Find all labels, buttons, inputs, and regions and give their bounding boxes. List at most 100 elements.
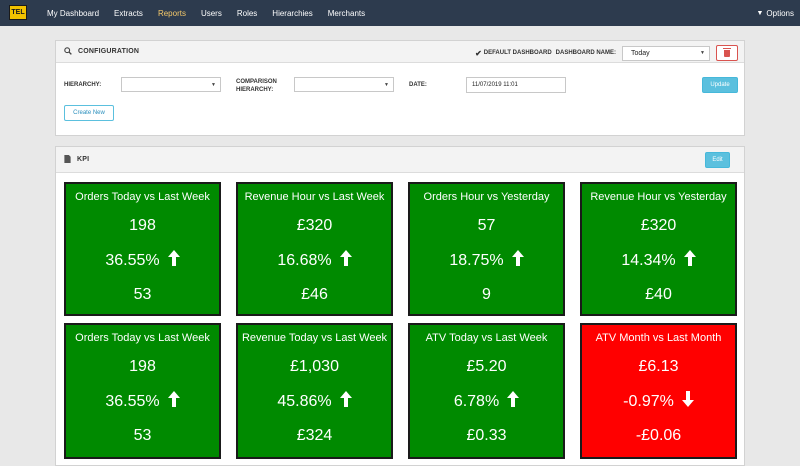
kpi-card-change: 18.75% — [410, 250, 563, 271]
dashboard-name-value: Today — [631, 49, 650, 57]
kpi-card-change: 16.68% — [238, 250, 391, 271]
options-label: Options — [766, 8, 794, 18]
kpi-card[interactable]: Orders Today vs Last Week 198 36.55% 53 — [64, 323, 221, 459]
kpi-card-change: 36.55% — [66, 250, 219, 271]
document-icon — [64, 154, 71, 165]
arrow-up-icon — [507, 391, 520, 412]
arrow-down-icon — [681, 391, 694, 412]
arrow-up-icon — [339, 250, 352, 271]
kpi-card-title: Revenue Hour vs Last Week — [244, 191, 385, 203]
app-logo[interactable]: TEL — [9, 5, 27, 20]
dashboard-controls: ✔ DEFAULT DASHBOARD DASHBOARD NAME: Toda… — [475, 45, 738, 61]
kpi-card-previous: -£0.06 — [635, 427, 682, 444]
kpi-card-change: 6.78% — [410, 391, 563, 412]
caret-down-icon: ▼ — [700, 50, 705, 56]
kpi-card-title: Revenue Today vs Last Week — [241, 332, 388, 344]
search-icon — [64, 46, 72, 57]
comparison-hierarchy-select[interactable]: ▼ — [294, 77, 394, 92]
kpi-card[interactable]: Orders Today vs Last Week 198 36.55% 53 — [64, 182, 221, 316]
nav-menu: My Dashboard Extracts Reports Users Role… — [47, 0, 380, 26]
top-navbar: TEL My Dashboard Extracts Reports Users … — [0, 0, 800, 26]
checkmark-icon: ✔ — [475, 48, 482, 58]
arrow-up-icon — [511, 250, 524, 271]
nav-item-my-dashboard[interactable]: My Dashboard — [47, 8, 100, 18]
kpi-card-change-value: 14.34% — [621, 251, 676, 269]
comparison-label-line2: HIERARCHY: — [236, 87, 274, 93]
kpi-card-change-value: 16.68% — [277, 251, 332, 269]
kpi-card-title: Orders Today vs Last Week — [75, 332, 210, 344]
nav-item-merchants[interactable]: Merchants — [327, 8, 366, 18]
update-button[interactable]: Update — [702, 77, 738, 93]
kpi-card[interactable]: Revenue Hour vs Yesterday £320 14.34% £4… — [580, 182, 737, 316]
kpi-card-previous: 9 — [482, 286, 491, 303]
delete-dashboard-button[interactable] — [716, 45, 738, 61]
chevron-down-icon: ▼ — [756, 9, 764, 17]
kpi-header: KPI — [56, 147, 744, 173]
kpi-card-title: Revenue Hour vs Yesterday — [590, 191, 727, 203]
kpi-card-title: Orders Hour vs Yesterday — [423, 191, 550, 203]
kpi-card-previous: £324 — [296, 427, 333, 444]
kpi-card[interactable]: Orders Hour vs Yesterday 57 18.75% 9 — [408, 182, 565, 316]
edit-kpi-button[interactable]: Edit — [705, 152, 730, 168]
nav-item-reports[interactable]: Reports — [157, 8, 186, 18]
kpi-card-change-value: 36.55% — [105, 392, 160, 410]
nav-item-users[interactable]: Users — [200, 8, 222, 18]
kpi-card-change: 36.55% — [66, 391, 219, 412]
kpi-card-change-value: 18.75% — [449, 251, 504, 269]
configuration-panel: CONFIGURATION ✔ DEFAULT DASHBOARD DASHBO… — [55, 40, 745, 136]
trash-icon — [723, 47, 731, 57]
nav-item-roles[interactable]: Roles — [236, 8, 258, 18]
caret-down-icon: ▼ — [384, 81, 389, 88]
dashboard-name-select[interactable]: Today ▼ — [622, 45, 710, 61]
kpi-title: KPI — [77, 156, 90, 163]
kpi-card-previous: 53 — [133, 427, 152, 444]
kpi-card-title: ATV Month vs Last Month — [595, 332, 722, 344]
hierarchy-select[interactable]: ▼ — [121, 77, 221, 92]
kpi-card[interactable]: Revenue Today vs Last Week £1,030 45.86%… — [236, 323, 393, 459]
kpi-card[interactable]: ATV Month vs Last Month £6.13 -0.97% -£0… — [580, 323, 737, 459]
kpi-card[interactable]: ATV Today vs Last Week £5.20 6.78% £0.33 — [408, 323, 565, 459]
comparison-label-line1: COMPARISON — [236, 79, 277, 85]
kpi-card-value: £6.13 — [638, 358, 679, 375]
kpi-card-title: ATV Today vs Last Week — [425, 332, 548, 344]
kpi-card-previous: £46 — [301, 286, 328, 303]
kpi-card-previous: £0.33 — [466, 427, 507, 444]
configuration-title: CONFIGURATION — [78, 48, 140, 55]
kpi-card-previous: £40 — [645, 286, 672, 303]
hierarchy-label: HIERARCHY: — [64, 82, 102, 88]
dashboard-name-label: DASHBOARD NAME: — [555, 50, 616, 56]
kpi-card-value: £320 — [640, 217, 677, 234]
default-dashboard-toggle[interactable]: ✔ DEFAULT DASHBOARD — [475, 49, 552, 58]
kpi-card-change: 14.34% — [582, 250, 735, 271]
create-new-button[interactable]: Create New — [64, 105, 114, 121]
caret-down-icon: ▼ — [211, 81, 216, 88]
kpi-card-value: 198 — [129, 217, 156, 234]
kpi-panel: KPI Edit Orders Today vs Last Week 198 3… — [55, 146, 745, 466]
arrow-up-icon — [167, 391, 180, 412]
kpi-card-change-value: 6.78% — [453, 392, 500, 410]
kpi-card-previous: 53 — [133, 286, 152, 303]
kpi-card-change: -0.97% — [582, 391, 735, 412]
options-menu[interactable]: ▼ Options — [756, 0, 794, 26]
kpi-card-value: £320 — [296, 217, 333, 234]
kpi-card-value: 57 — [477, 217, 496, 234]
arrow-up-icon — [167, 250, 180, 271]
nav-item-extracts[interactable]: Extracts — [114, 8, 143, 18]
kpi-card-change-value: 45.86% — [277, 392, 332, 410]
arrow-up-icon — [683, 250, 696, 271]
arrow-up-icon — [339, 391, 352, 412]
kpi-card-value: 198 — [129, 358, 156, 375]
kpi-card[interactable]: Revenue Hour vs Last Week £320 16.68% £4… — [236, 182, 393, 316]
kpi-card-change-value: 36.55% — [105, 251, 160, 269]
comparison-hierarchy-label: COMPARISON HIERARCHY: — [236, 78, 277, 94]
logo-text: TEL — [11, 9, 25, 16]
kpi-card-title: Orders Today vs Last Week — [75, 191, 210, 203]
date-input[interactable]: 11/07/2019 11:01 — [466, 77, 566, 93]
kpi-card-value: £1,030 — [290, 358, 339, 375]
kpi-card-value: £5.20 — [466, 358, 507, 375]
nav-item-hierarchies[interactable]: Hierarchies — [272, 8, 313, 18]
default-dashboard-label: DEFAULT DASHBOARD — [483, 50, 552, 56]
kpi-card-change: 45.86% — [238, 391, 391, 412]
configuration-header: CONFIGURATION — [56, 41, 744, 63]
date-value: 11/07/2019 11:01 — [472, 82, 518, 88]
